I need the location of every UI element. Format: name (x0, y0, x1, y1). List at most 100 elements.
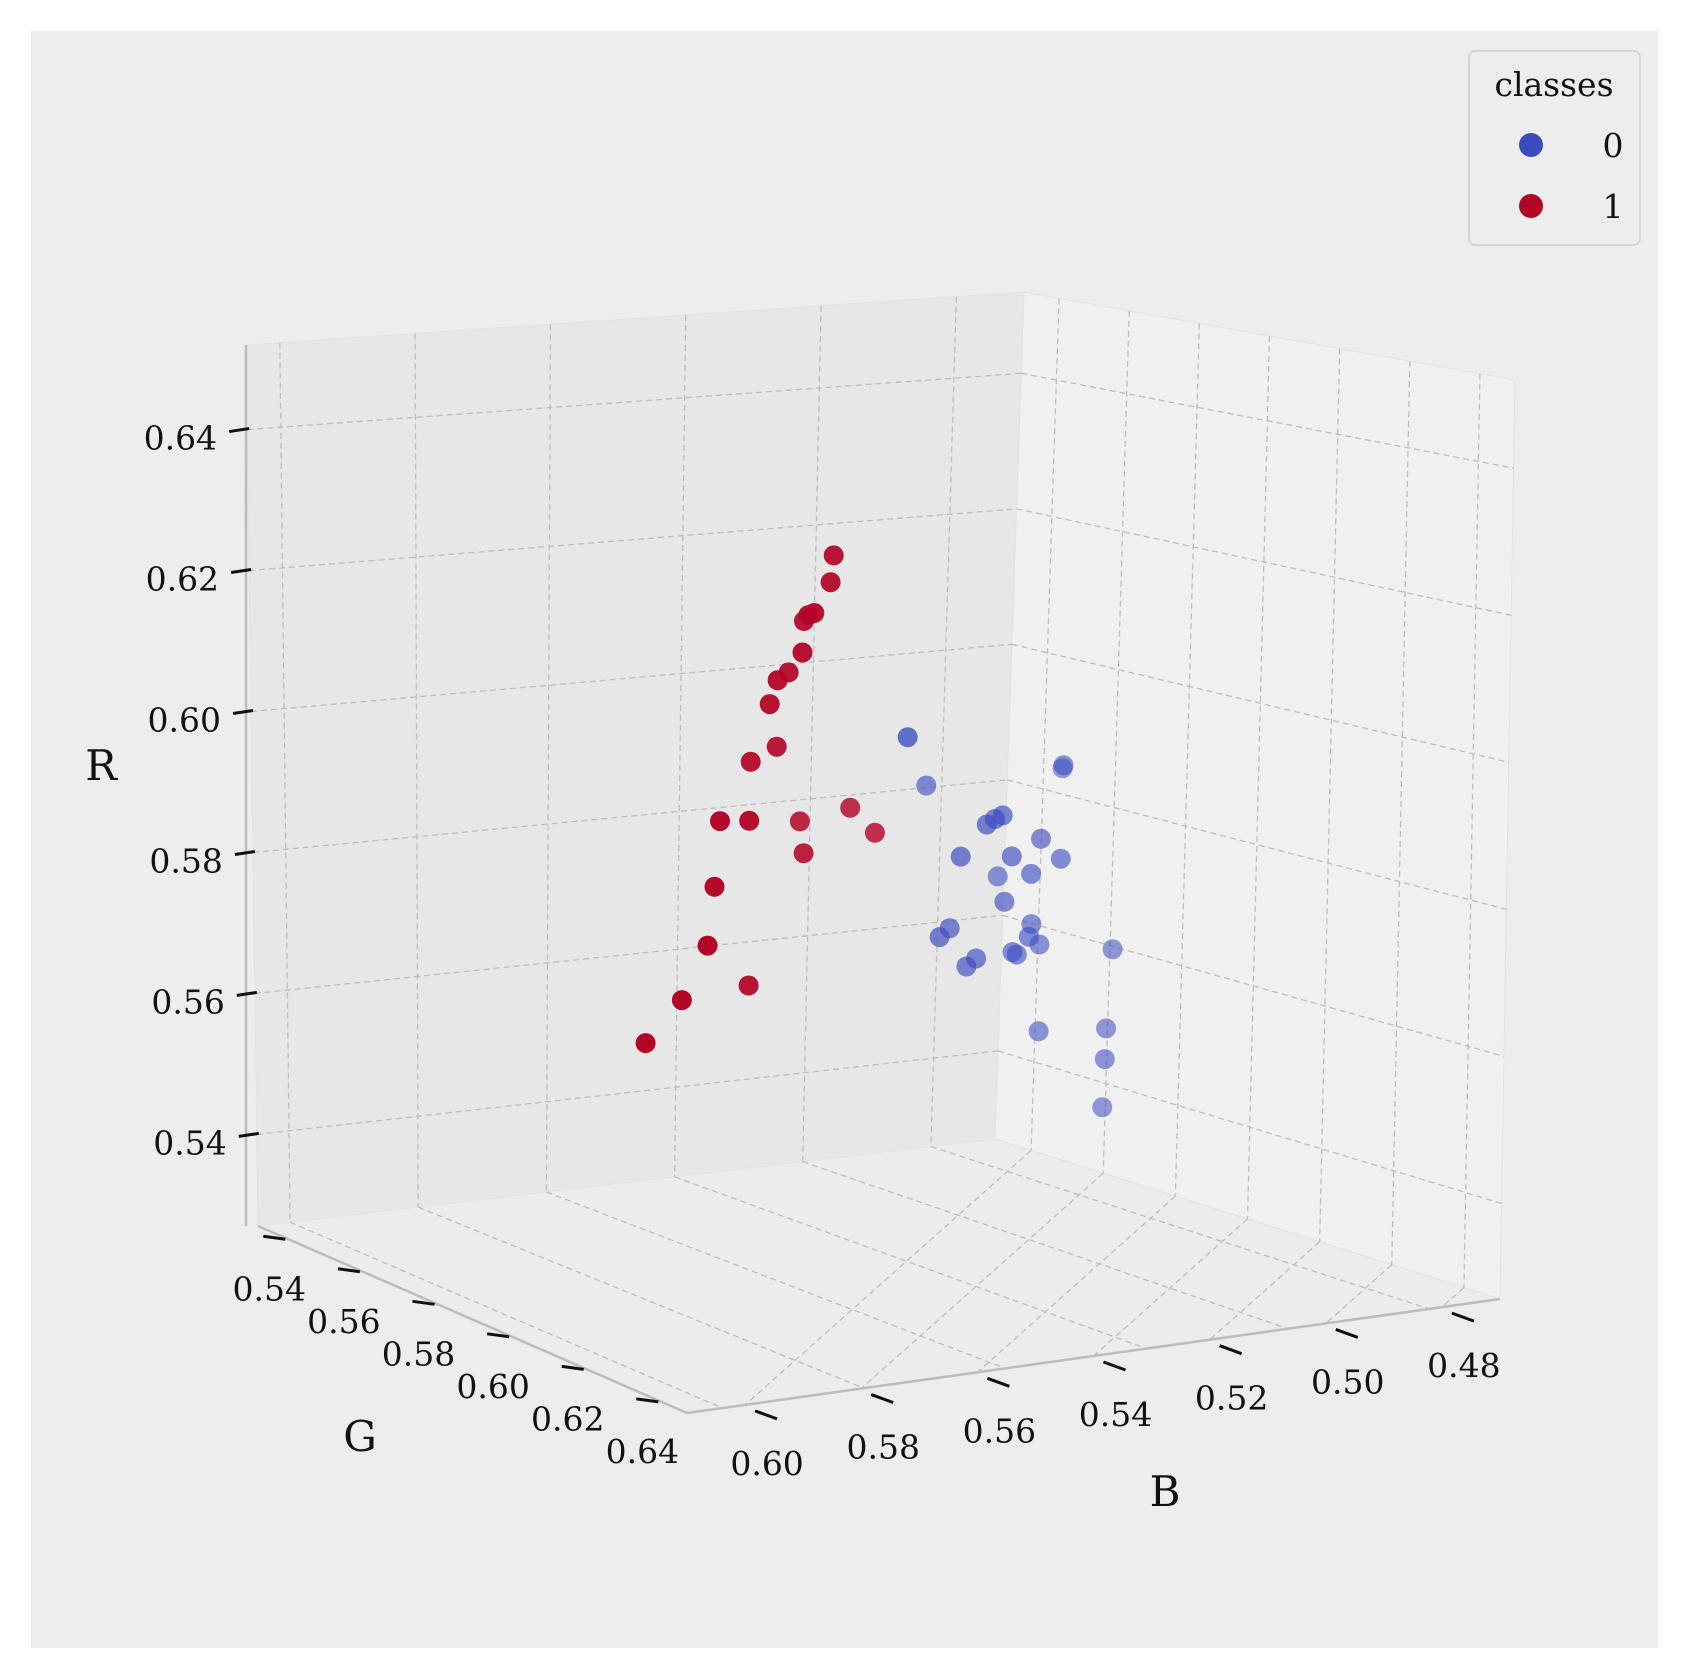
legend-frame (1468, 50, 1641, 246)
grid-line-g-floor (546, 1191, 1006, 1369)
data-point-class-0 (1092, 1097, 1113, 1118)
grid-line-b-side (1246, 335, 1271, 1220)
data-point-class-1 (710, 811, 730, 832)
x-tick-label: 0.48 (1427, 1346, 1500, 1385)
grid-line-r-back (254, 914, 1003, 995)
grid-line-b-side (1318, 348, 1341, 1242)
grid-line-b-floor (1093, 1218, 1248, 1357)
z-tick-mark (236, 990, 258, 997)
data-point-class-1 (804, 603, 825, 623)
z-tick-label: 0.62 (146, 560, 219, 599)
y-tick-label: 0.56 (307, 1302, 380, 1341)
data-point-class-1 (697, 935, 718, 956)
x-tick-label: 0.60 (730, 1444, 803, 1483)
grid-line-g-back (930, 296, 957, 1147)
data-point-class-0 (1053, 755, 1074, 776)
grid-line-r-side (1007, 779, 1507, 910)
grid-line-g-back (545, 324, 552, 1192)
x-tick-label: 0.54 (1079, 1395, 1152, 1434)
right-pane (994, 291, 1516, 1300)
grid-line-b-floor (1441, 1287, 1465, 1308)
y-tick-mark (486, 1332, 510, 1339)
data-point-class-0 (994, 891, 1015, 912)
data-point-class-0 (1028, 1021, 1049, 1042)
data-point-class-1 (792, 642, 813, 663)
data-point-class-0 (1031, 828, 1051, 849)
grid-line-b-side (1030, 298, 1060, 1151)
data-point-class-0 (1021, 863, 1042, 884)
x-axis-title: B (1150, 1467, 1181, 1516)
grid-line-b-floor (976, 1195, 1176, 1373)
grid-line-b-side (1463, 373, 1481, 1288)
z-axis-title: R (85, 741, 118, 790)
grid-line-b-floor (1325, 1264, 1393, 1324)
legend-label-class-1: 1 (1603, 187, 1624, 226)
data-point-class-1 (820, 572, 841, 593)
grid-line-g-floor (930, 1145, 1430, 1310)
data-point-class-0 (916, 775, 937, 796)
axis-titles: R G B (85, 741, 1180, 1516)
x-tick-mark (754, 1409, 778, 1421)
grid-line-g-floor (289, 1221, 723, 1409)
grid-line-g-back (802, 305, 822, 1162)
grid-line-r-back (250, 643, 1012, 713)
data-point-class-1 (766, 736, 787, 757)
x-tick-label: 0.58 (846, 1428, 919, 1467)
grid-line-g-back (673, 315, 687, 1177)
data-point-class-0 (950, 846, 971, 867)
grid-line-b-side (1174, 323, 1201, 1197)
y-tick-label: 0.62 (531, 1399, 604, 1438)
grid-line-b-floor (744, 1149, 1032, 1406)
legend-marker-class-0 (1519, 133, 1543, 157)
x-tick-label: 0.52 (1195, 1379, 1268, 1418)
grid-line-b-floor (1209, 1241, 1321, 1341)
x-tick-mark (1219, 1344, 1243, 1356)
z-tick-mark (228, 427, 250, 434)
y-tick-label: 0.60 (456, 1367, 529, 1406)
data-point-class-1 (738, 975, 759, 996)
data-point-class-0 (987, 866, 1008, 887)
x-tick-label: 0.50 (1311, 1362, 1384, 1401)
data-point-class-1 (767, 670, 788, 691)
y-tick-mark (337, 1267, 361, 1274)
data-point-class-0 (1096, 1018, 1117, 1039)
pane-group (245, 291, 1516, 1414)
data-point-class-1 (864, 822, 885, 843)
y-tick-mark (263, 1234, 286, 1241)
data-point-class-1 (739, 810, 760, 831)
x-axis-line (686, 1297, 1501, 1415)
z-tick-label: 0.54 (153, 1123, 226, 1162)
grid-line-b-floor (860, 1172, 1104, 1390)
z-tick-mark (232, 709, 254, 715)
data-point-class-0 (929, 927, 950, 948)
data-point-class-1 (635, 1033, 656, 1054)
data-point-class-0 (1094, 1049, 1115, 1070)
y-tick-mark (636, 1397, 659, 1404)
z-tick-label: 0.64 (144, 419, 217, 458)
grid-line-r-side (1011, 643, 1509, 763)
data-point-class-0 (1002, 942, 1023, 963)
y-tick-label: 0.64 (606, 1432, 679, 1471)
grid-line-b-side (1391, 361, 1411, 1265)
data-point-class-1 (840, 797, 861, 818)
grid-line-g-floor (417, 1206, 864, 1389)
x-tick-mark (986, 1376, 1010, 1388)
data-point-class-0 (1102, 939, 1123, 960)
back-pane (245, 291, 1025, 1227)
data-point-class-0 (1001, 846, 1022, 867)
x-tick-mark (1451, 1311, 1475, 1323)
data-point-class-0 (976, 814, 997, 835)
data-point-class-1 (823, 545, 844, 566)
data-point-class-1 (793, 843, 814, 864)
y-axis-line (257, 1224, 688, 1415)
grid-group (247, 296, 1514, 1409)
data-point-class-1 (759, 694, 780, 715)
data-point-class-1 (704, 876, 725, 897)
data-point-class-1 (740, 751, 761, 772)
y-tick-mark (412, 1299, 435, 1306)
grid-line-g-back (279, 342, 291, 1223)
x-tick-mark (1335, 1328, 1359, 1339)
z-tick-label: 0.56 (151, 982, 224, 1021)
